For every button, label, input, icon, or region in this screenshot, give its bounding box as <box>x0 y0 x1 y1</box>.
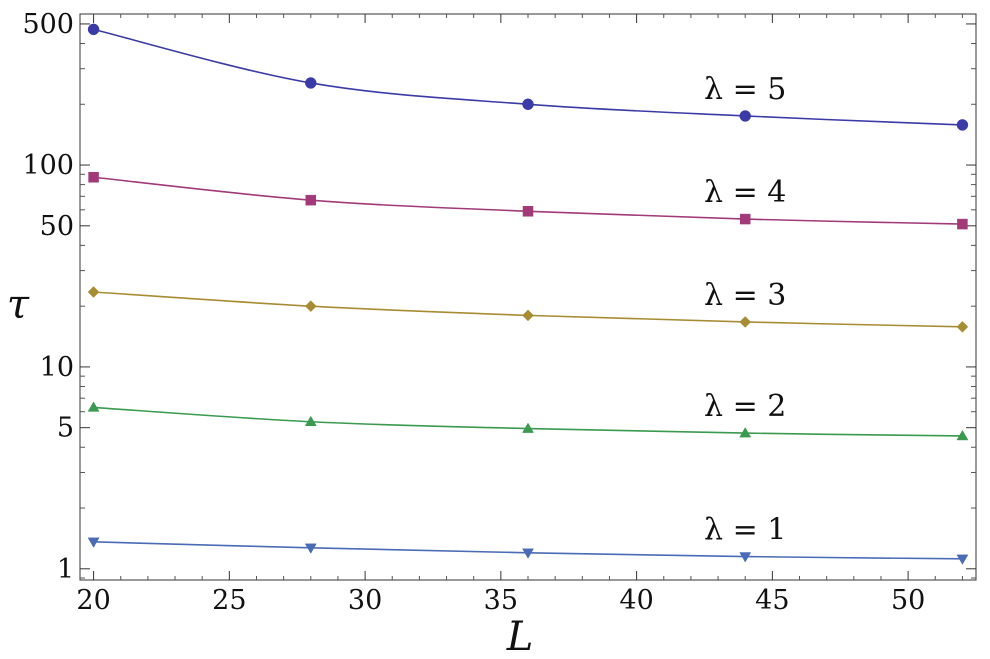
series-5-point <box>739 110 751 122</box>
series-labels: λ = 1 λ = 2 λ = 3 λ = 4 λ = 5 <box>704 72 786 548</box>
series-4-point <box>739 213 751 225</box>
series-5-point <box>87 23 100 36</box>
series-2-point <box>739 427 752 438</box>
series-1-label: λ = 1 <box>704 513 786 548</box>
series-markers <box>87 23 969 565</box>
series-3-point <box>87 286 100 298</box>
series-5-point <box>305 77 317 89</box>
series-1-point <box>87 537 100 548</box>
x-tick-label: 20 <box>76 585 110 616</box>
series-3-point <box>739 316 752 328</box>
series-1-point <box>739 552 752 563</box>
series-2-point <box>304 415 317 427</box>
series-3-label: λ = 3 <box>704 278 786 313</box>
x-tick-label: 40 <box>619 585 653 616</box>
y-axis-title: τ <box>7 282 30 328</box>
y-tick-label: 1 <box>57 554 74 585</box>
x-tick-label: 35 <box>484 585 518 616</box>
series-4-line <box>93 176 963 225</box>
series-5-point <box>956 119 969 131</box>
x-tick-label: 45 <box>755 585 789 616</box>
x-tick-label: 50 <box>891 585 925 616</box>
series-3-point <box>304 300 317 312</box>
series-5-point <box>522 98 534 111</box>
minor-ticks <box>80 14 976 580</box>
series-2-label: λ = 2 <box>704 389 786 424</box>
series-4-point <box>522 206 534 217</box>
series-4-point <box>305 194 317 206</box>
series-2-point <box>956 429 969 441</box>
major-ticks <box>80 14 976 580</box>
y-tick-label: 5 <box>57 413 74 444</box>
series-4-point <box>88 172 99 183</box>
series-5-line <box>93 28 963 126</box>
y-tick-label: 100 <box>22 150 74 181</box>
x-axis-title: L <box>506 614 534 659</box>
y-tick-label: 500 <box>22 9 74 40</box>
series-1-point <box>304 543 317 554</box>
series-3-line <box>93 291 963 328</box>
series-5-label: λ = 5 <box>704 72 786 107</box>
y-tick-labels: 1 5 10 50 100 500 <box>22 9 74 585</box>
series-1-point <box>956 554 969 565</box>
series-2-point <box>87 401 100 412</box>
x-tick-label: 30 <box>348 585 382 616</box>
series-1-point <box>522 548 534 559</box>
series-3-point <box>956 320 969 333</box>
series-4-point <box>957 218 968 230</box>
series-3-point <box>522 309 534 322</box>
y-tick-label: 10 <box>40 352 74 383</box>
series-2-point <box>522 422 534 433</box>
series-4-label: λ = 4 <box>704 175 786 210</box>
y-tick-label: 50 <box>40 211 74 242</box>
x-tick-labels: 20 25 30 35 40 45 50 <box>76 585 925 616</box>
x-tick-label: 25 <box>212 585 246 616</box>
